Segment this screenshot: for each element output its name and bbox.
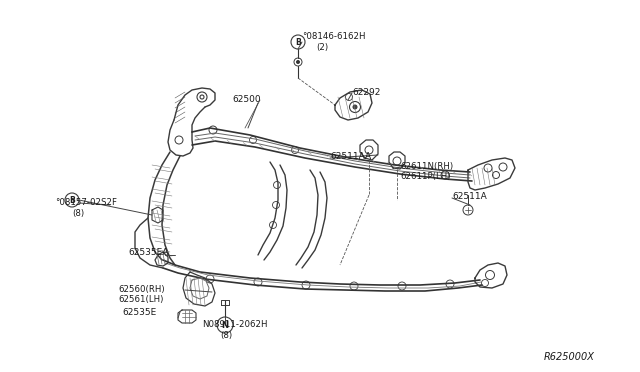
Circle shape [296,61,300,64]
Text: (2): (2) [316,43,328,52]
Text: R625000X: R625000X [544,352,595,362]
Circle shape [353,105,357,109]
Text: 62560(RH): 62560(RH) [118,285,164,294]
Text: (8): (8) [220,331,232,340]
Text: 62535E: 62535E [122,308,156,317]
Text: N08911-2062H: N08911-2062H [202,320,268,329]
Text: 62611P(LH): 62611P(LH) [400,172,451,181]
Text: B: B [295,38,301,46]
Text: 62511A: 62511A [452,192,487,201]
Text: 62561(LH): 62561(LH) [118,295,163,304]
Text: °08146-6162H: °08146-6162H [302,32,365,41]
Text: 62535EA: 62535EA [128,248,168,257]
Text: 62500: 62500 [232,95,260,104]
Text: 62611N(RH): 62611N(RH) [400,162,453,171]
Text: 62511AA: 62511AA [330,152,371,161]
Text: 62292: 62292 [352,88,380,97]
Text: °08157-02S2F: °08157-02S2F [55,198,117,207]
Text: B: B [69,196,75,205]
Text: N: N [221,321,228,330]
Text: (8): (8) [72,209,84,218]
